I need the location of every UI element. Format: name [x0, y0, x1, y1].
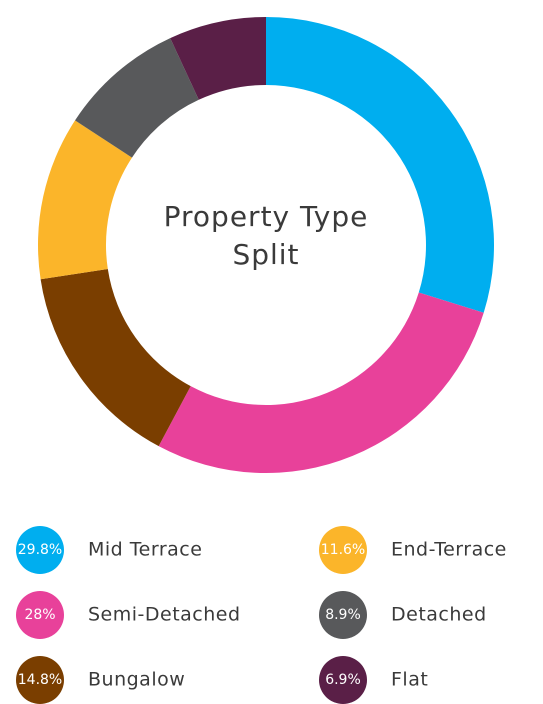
legend-swatch: [319, 591, 367, 639]
legend-value: 28%: [24, 607, 55, 623]
legend-label: Mid Terrace: [88, 539, 202, 561]
legend-value: 8.9%: [325, 607, 361, 623]
donut-slice: [158, 292, 484, 474]
legend-value: 6.9%: [325, 672, 361, 688]
legend-swatch: [319, 526, 367, 574]
donut-slice: [38, 120, 132, 280]
legend-value: 29.8%: [18, 542, 62, 558]
donut-slice: [40, 269, 191, 447]
chart-title: Property Type Split: [163, 200, 369, 271]
legend-swatch: [319, 656, 367, 704]
legend-label: Bungalow: [88, 669, 185, 691]
donut-slice: [266, 17, 494, 313]
legend-swatch: [16, 656, 64, 704]
donut-slice: [170, 17, 266, 100]
legend-label: Detached: [391, 604, 487, 626]
legend-swatch: [16, 526, 64, 574]
legend-label: Semi-Detached: [88, 604, 241, 626]
legend-label: End-Terrace: [391, 539, 507, 561]
donut-slice: [75, 38, 199, 158]
legend-swatch: [16, 591, 64, 639]
legend-value: 14.8%: [18, 672, 62, 688]
legend-label: Flat: [391, 669, 428, 691]
legend-value: 11.6%: [321, 542, 365, 558]
